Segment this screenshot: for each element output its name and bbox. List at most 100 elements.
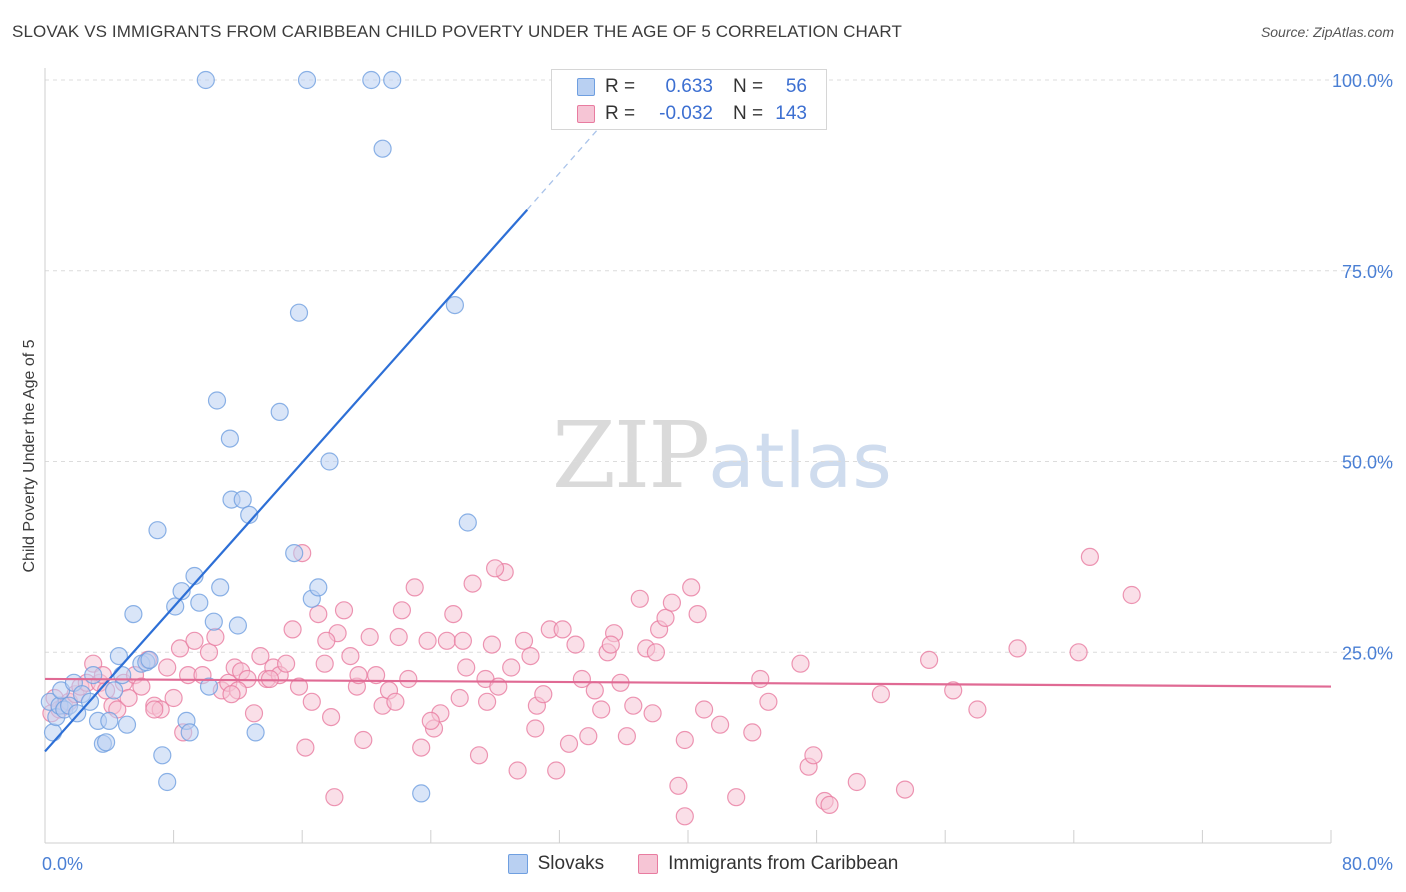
caribbean-point — [206, 627, 225, 647]
caribbean-point — [727, 788, 746, 807]
caribbean-point — [820, 795, 839, 815]
caribbean-point — [759, 692, 778, 711]
caribbean-trend-line — [44, 677, 1332, 688]
caribbean-point — [847, 772, 866, 792]
watermark-atlas: atlas — [708, 416, 892, 505]
caribbean-point — [283, 620, 302, 639]
caribbean-point — [386, 692, 405, 711]
x-tick-label: 80.0% — [1342, 854, 1393, 874]
legend-label-slovaks: Slovaks — [537, 853, 605, 874]
slovak-point — [458, 513, 477, 532]
caribbean-point — [547, 761, 566, 780]
legend-swatch-slovaks — [577, 78, 595, 96]
caribbean-point — [566, 635, 585, 654]
caribbean-point — [289, 677, 309, 696]
legend-item-slovaks[interactable]: Slovaks — [507, 853, 605, 875]
legend-swatch-caribbean — [638, 854, 659, 874]
legend-n-label: N = — [733, 76, 764, 97]
legend-row-slovaks: R = 0.633 N = 56 — [552, 74, 807, 100]
caribbean-point — [392, 601, 411, 620]
caribbean-point — [804, 746, 823, 765]
caribbean-point — [119, 688, 138, 708]
caribbean-point — [617, 727, 637, 746]
caribbean-point — [309, 604, 328, 624]
chart-title: SLOVAK VS IMMIGRANTS FROM CARIBBEAN CHIL… — [12, 22, 902, 41]
slovak-point — [270, 402, 289, 421]
slovak-point — [140, 650, 159, 670]
legend-item-caribbean[interactable]: Immigrants from Caribbean — [638, 853, 898, 875]
stats-legend: R = 0.633 N = 56 R = -0.032 N = 143 — [551, 69, 827, 130]
slovak-point — [204, 612, 223, 631]
caribbean-point — [646, 643, 666, 662]
grid-lines — [45, 79, 1393, 653]
legend-r-value: 0.633 — [665, 76, 713, 97]
caribbean-point — [418, 631, 437, 650]
caribbean-point — [592, 700, 611, 719]
caribbean-point — [919, 650, 939, 670]
legend-r-label: R = — [605, 76, 636, 97]
slovak-point — [199, 677, 219, 696]
caribbean-point — [158, 658, 177, 677]
slovak-point — [246, 723, 265, 742]
caribbean-point — [1069, 643, 1088, 662]
legend-n-value: 143 — [775, 103, 807, 124]
caribbean-point — [315, 654, 334, 673]
slovak-point — [43, 723, 63, 742]
caribbean-point — [399, 669, 418, 689]
y-tick-label: 75.0% — [1342, 262, 1393, 282]
caribbean-point — [322, 707, 341, 727]
y-tick-label: 50.0% — [1342, 453, 1393, 473]
slovak-points — [40, 70, 477, 803]
watermark: ZIPatlas — [552, 402, 892, 509]
caribbean-point — [469, 746, 489, 765]
caribbean-point — [412, 738, 431, 757]
caribbean-point — [751, 669, 770, 689]
caribbean-point — [968, 700, 987, 719]
caribbean-point — [944, 681, 963, 700]
caribbean-point — [1122, 585, 1141, 605]
caribbean-point — [895, 780, 915, 799]
axes — [44, 68, 1332, 844]
slovak-point — [158, 772, 177, 792]
caribbean-point — [643, 704, 662, 723]
caribbean-point — [405, 578, 424, 597]
slovak-point — [228, 616, 247, 635]
caribbean-point — [630, 589, 649, 608]
slovak-point — [153, 746, 172, 765]
caribbean-point — [688, 604, 707, 624]
caribbean-point — [132, 677, 151, 696]
caribbean-point — [710, 715, 730, 734]
x-tick-label: 0.0% — [42, 854, 83, 874]
slovak-point — [445, 296, 464, 315]
slovak-point — [320, 452, 339, 471]
slovak-point — [148, 521, 167, 540]
slovak-point — [289, 303, 309, 322]
source-label: Source: ZipAtlas.com — [1260, 24, 1394, 40]
caribbean-point — [244, 704, 264, 723]
slovak-point — [124, 604, 143, 624]
caribbean-point — [482, 635, 501, 654]
slovak-point — [117, 715, 137, 734]
watermark-zip: ZIP — [552, 402, 710, 509]
caribbean-point — [585, 681, 604, 700]
slovak-point — [207, 391, 227, 410]
caribbean-point — [389, 627, 408, 647]
caribbean-point — [486, 559, 505, 578]
caribbean-point — [514, 631, 534, 650]
caribbean-point — [354, 730, 373, 750]
caribbean-point — [675, 807, 694, 826]
caribbean-point — [317, 631, 336, 650]
caribbean-point — [349, 665, 368, 685]
caribbean-point — [675, 730, 694, 750]
slovak-point — [113, 665, 132, 685]
caribbean-point — [682, 578, 701, 597]
caribbean-point — [526, 719, 545, 738]
tick-labels: 25.0% 50.0% 75.0% 100.0% 0.0% 80.0% — [42, 71, 1393, 874]
caribbean-point — [185, 631, 204, 650]
trend-lines — [44, 117, 1332, 753]
caribbean-point — [444, 604, 463, 624]
slovak-point — [96, 733, 116, 752]
slovak-point — [285, 543, 304, 563]
legend-r-label: R = — [605, 103, 636, 124]
